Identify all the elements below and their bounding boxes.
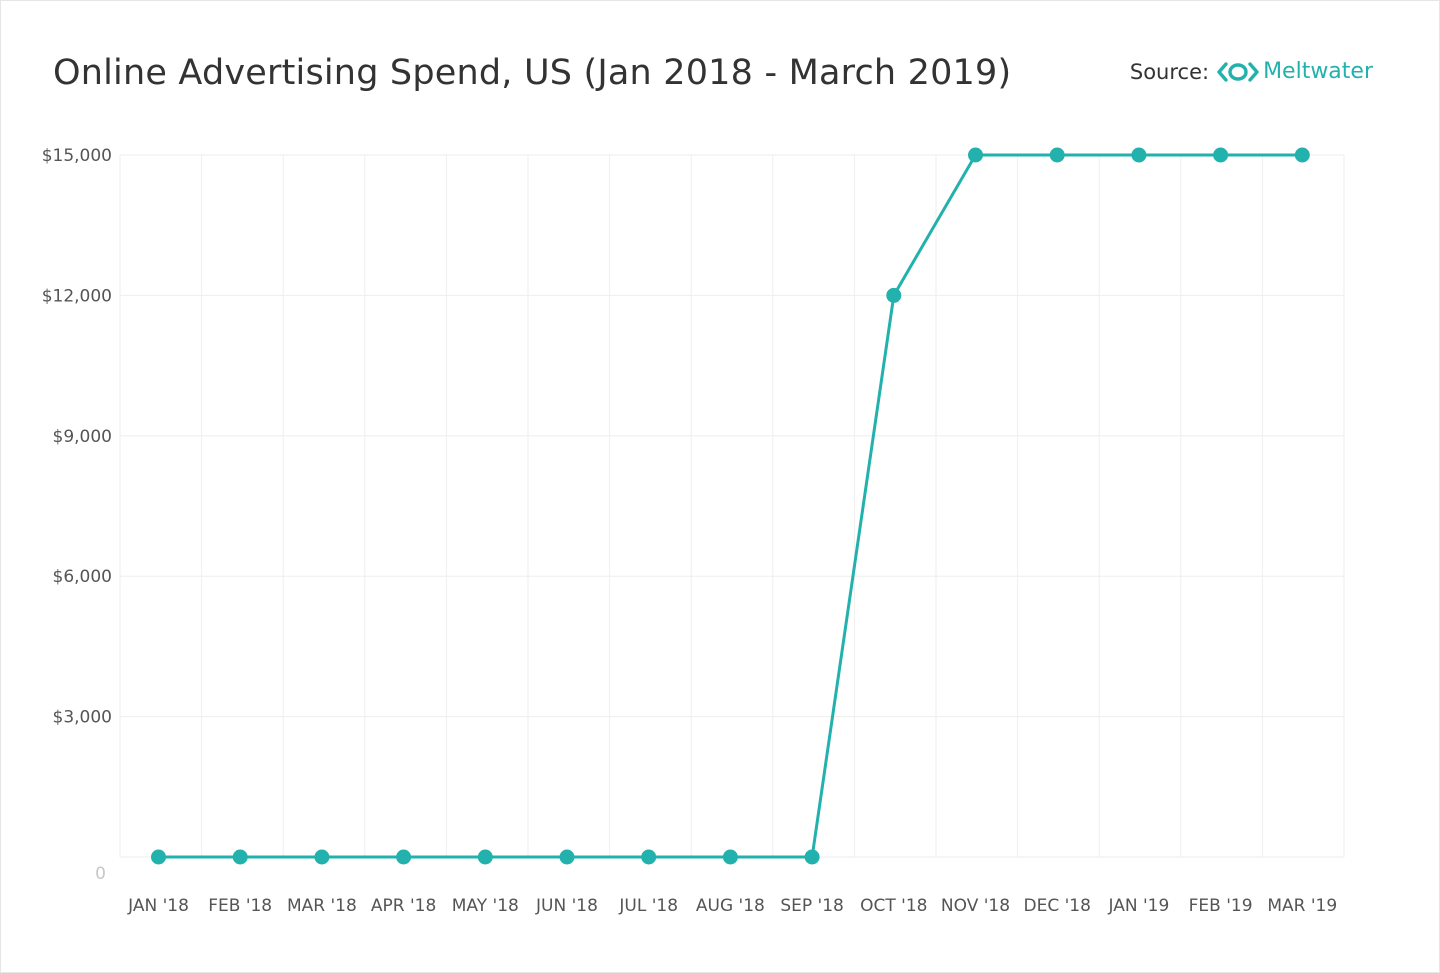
vertical-gridlines xyxy=(119,155,1345,857)
data-point xyxy=(1131,147,1147,163)
x-tick-label: FEB '18 xyxy=(208,896,272,916)
data-point xyxy=(1213,147,1229,163)
data-point xyxy=(151,849,166,865)
data-point xyxy=(232,849,248,865)
x-tick-label: APR '18 xyxy=(371,896,436,916)
chart-title: Online Advertising Spend, US (Jan 2018 -… xyxy=(53,53,1012,93)
x-tick-label: DEC '18 xyxy=(1023,896,1090,916)
data-point xyxy=(804,849,820,865)
x-tick-label: MAR '18 xyxy=(287,896,357,916)
y-tick-label: 0 xyxy=(95,864,106,884)
y-tick-label: $3,000 xyxy=(53,708,112,728)
horizontal-gridlines xyxy=(120,154,1344,858)
source-brand: Meltwater xyxy=(1263,59,1373,84)
x-tick-label: JUL '18 xyxy=(618,896,678,916)
y-axis-ticks: 0 $3,000 $6,000 $9,000 $12,000 $15,000 xyxy=(42,146,112,884)
x-tick-label: FEB '19 xyxy=(1189,896,1253,916)
data-point xyxy=(314,849,330,865)
data-point xyxy=(559,849,575,865)
series-line xyxy=(158,153,1303,859)
data-point xyxy=(1294,147,1310,163)
data-point xyxy=(722,849,738,865)
data-point xyxy=(477,849,493,865)
data-series xyxy=(151,147,1310,865)
data-point xyxy=(1049,147,1065,163)
y-tick-label: $15,000 xyxy=(42,146,112,166)
data-point xyxy=(968,147,983,163)
source-attribution: Source: Meltwater xyxy=(1130,59,1373,84)
x-tick-label: OCT '18 xyxy=(860,896,927,916)
x-tick-label: NOV '18 xyxy=(941,896,1010,916)
data-point xyxy=(886,287,902,303)
x-tick-label: MAR '19 xyxy=(1267,896,1337,916)
x-tick-label: MAY '18 xyxy=(452,896,519,916)
source-label: Source: xyxy=(1129,59,1210,84)
y-tick-label: $12,000 xyxy=(42,286,112,306)
y-tick-label: $6,000 xyxy=(53,567,112,587)
data-point xyxy=(641,849,657,865)
x-tick-label: JAN '18 xyxy=(127,896,189,916)
x-tick-label: SEP '18 xyxy=(780,896,844,916)
y-tick-label: $9,000 xyxy=(53,427,112,447)
x-tick-label: AUG '18 xyxy=(696,896,765,916)
meltwater-logo-icon xyxy=(1217,61,1259,83)
x-axis-ticks: JAN '18 FEB '18 MAR '18 APR '18 MAY '18 JUN '… xyxy=(127,896,1337,916)
x-tick-label: JUN '18 xyxy=(535,896,598,916)
x-tick-label: JAN '19 xyxy=(1108,896,1170,916)
data-point xyxy=(396,849,412,865)
